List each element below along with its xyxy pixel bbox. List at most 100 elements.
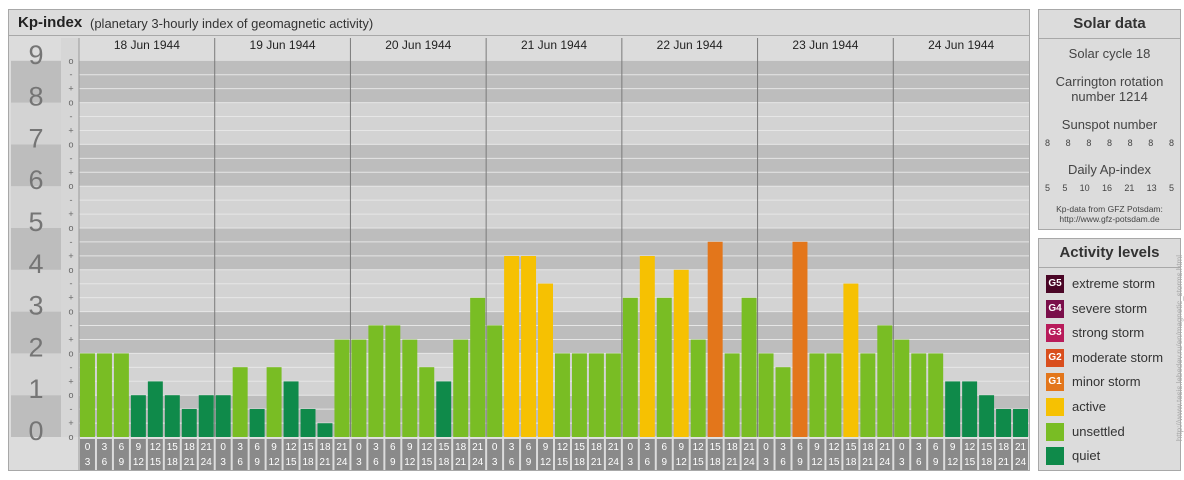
interval-start-label: 12 xyxy=(150,442,162,453)
kp-bar xyxy=(402,339,418,437)
interval-cell xyxy=(402,439,418,470)
interval-cell xyxy=(622,439,638,470)
minor-tick-label: - xyxy=(70,404,73,414)
sunspot-values: 8 8 8 8 8 8 8 xyxy=(1045,138,1174,148)
legend-label: severe storm xyxy=(1072,300,1148,316)
kp-bar xyxy=(436,381,452,437)
interval-end-label: 12 xyxy=(947,457,959,468)
interval-end-label: 21 xyxy=(862,457,874,468)
minor-tick-label: - xyxy=(70,112,73,122)
interval-start-label: 18 xyxy=(727,442,739,453)
interval-end-label: 12 xyxy=(269,457,281,468)
interval-start-label: 0 xyxy=(492,442,498,453)
interval-start-label: 15 xyxy=(438,442,450,453)
ap-values: 5 5 10 16 21 13 5 xyxy=(1045,183,1174,193)
interval-cell xyxy=(487,439,503,470)
interval-start-label: 9 xyxy=(814,442,820,453)
interval-start-label: 12 xyxy=(421,442,433,453)
interval-cell xyxy=(351,439,367,470)
kp-bar xyxy=(605,353,621,437)
interval-end-label: 24 xyxy=(472,457,484,468)
interval-end-label: 21 xyxy=(455,457,467,468)
interval-cell xyxy=(962,439,978,470)
kp-bar xyxy=(521,256,537,437)
interval-end-label: 21 xyxy=(319,457,331,468)
day-label: 24 Jun 1944 xyxy=(928,38,994,52)
kp-bar xyxy=(571,353,587,437)
y-tick-label: 6 xyxy=(28,165,43,195)
interval-end-label: 24 xyxy=(879,457,891,468)
interval-cell xyxy=(860,439,876,470)
interval-end-label: 24 xyxy=(336,457,348,468)
interval-cell xyxy=(470,439,486,470)
minor-tick-label: - xyxy=(70,195,73,205)
interval-end-label: 15 xyxy=(421,457,433,468)
interval-start-label: 9 xyxy=(407,442,413,453)
interval-cell xyxy=(113,439,129,470)
kp-bar xyxy=(113,353,129,437)
interval-end-label: 3 xyxy=(492,457,498,468)
interval-end-label: 6 xyxy=(780,457,786,468)
interval-end-label: 6 xyxy=(916,457,922,468)
interval-start-label: 0 xyxy=(356,442,362,453)
kp-bar xyxy=(232,367,248,437)
legend-label: extreme storm xyxy=(1072,276,1156,291)
legend-swatch: G1 xyxy=(1046,373,1064,392)
ap-value: 10 xyxy=(1079,183,1090,193)
day-label: 19 Jun 1944 xyxy=(250,38,316,52)
minor-tick-label: + xyxy=(68,293,73,303)
interval-end-label: 18 xyxy=(710,457,722,468)
interval-end-label: 3 xyxy=(85,457,91,468)
sunspot-value: 8 xyxy=(1065,138,1071,148)
minor-tick-label: - xyxy=(70,237,73,247)
kp-bar xyxy=(266,367,282,437)
interval-end-label: 18 xyxy=(302,457,314,468)
source-url: http://www.gfz-potsdam.de xyxy=(1059,214,1160,224)
interval-start-label: 9 xyxy=(136,442,142,453)
legend-swatch: G4 xyxy=(1046,299,1064,318)
interval-cell xyxy=(639,439,655,470)
interval-start-label: 9 xyxy=(543,442,549,453)
interval-end-label: 3 xyxy=(628,457,634,468)
kp-bar xyxy=(317,423,333,437)
interval-cell xyxy=(164,439,180,470)
interval-cell xyxy=(571,439,587,470)
kp-bar xyxy=(826,353,842,437)
chart-title: Kp-index xyxy=(18,14,83,31)
interval-cell xyxy=(232,439,248,470)
interval-start-label: 18 xyxy=(862,442,874,453)
day-label: 18 Jun 1944 xyxy=(114,38,180,52)
interval-start-label: 0 xyxy=(220,442,226,453)
interval-end-label: 3 xyxy=(763,457,769,468)
interval-end-label: 3 xyxy=(356,457,362,468)
interval-end-label: 18 xyxy=(438,457,450,468)
interval-cell xyxy=(215,439,231,470)
interval-end-label: 24 xyxy=(201,457,213,468)
interval-start-label: 18 xyxy=(319,442,331,453)
kp-bar xyxy=(843,283,859,437)
interval-cell xyxy=(368,439,384,470)
interval-start-label: 3 xyxy=(645,442,651,453)
interval-cell xyxy=(945,439,961,470)
kp-index-panel: Kp-index (planetary 3-hourly index of ge… xyxy=(8,9,1030,471)
sunspot-value: 8 xyxy=(1045,138,1051,148)
minor-tick-label: o xyxy=(68,307,73,317)
interval-end-label: 24 xyxy=(1015,457,1027,468)
ap-value: 5 xyxy=(1045,183,1051,193)
sunspot-value: 8 xyxy=(1168,138,1174,148)
watermark: http://www.tesis.lebedev.ru/en/magnetic_… xyxy=(1175,255,1184,442)
interval-cell xyxy=(538,439,553,470)
interval-start-label: 6 xyxy=(119,442,125,453)
interval-end-label: 9 xyxy=(661,457,667,468)
kp-bar xyxy=(1013,408,1028,437)
ap-value: 13 xyxy=(1146,183,1157,193)
y-tick-label: 0 xyxy=(28,416,43,446)
interval-end-label: 15 xyxy=(828,457,840,468)
y-tick-label: 4 xyxy=(28,249,43,279)
interval-start-label: 6 xyxy=(661,442,667,453)
kp-bar xyxy=(962,381,978,437)
interval-cell xyxy=(707,439,723,470)
interval-start-label: 3 xyxy=(916,442,922,453)
sunspot-value: 8 xyxy=(1148,138,1154,148)
kp-bar xyxy=(470,297,486,437)
